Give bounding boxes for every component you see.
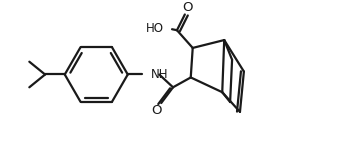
Text: O: O	[151, 104, 162, 117]
Text: NH: NH	[150, 68, 168, 80]
Text: HO: HO	[146, 22, 164, 35]
Text: O: O	[183, 1, 193, 14]
